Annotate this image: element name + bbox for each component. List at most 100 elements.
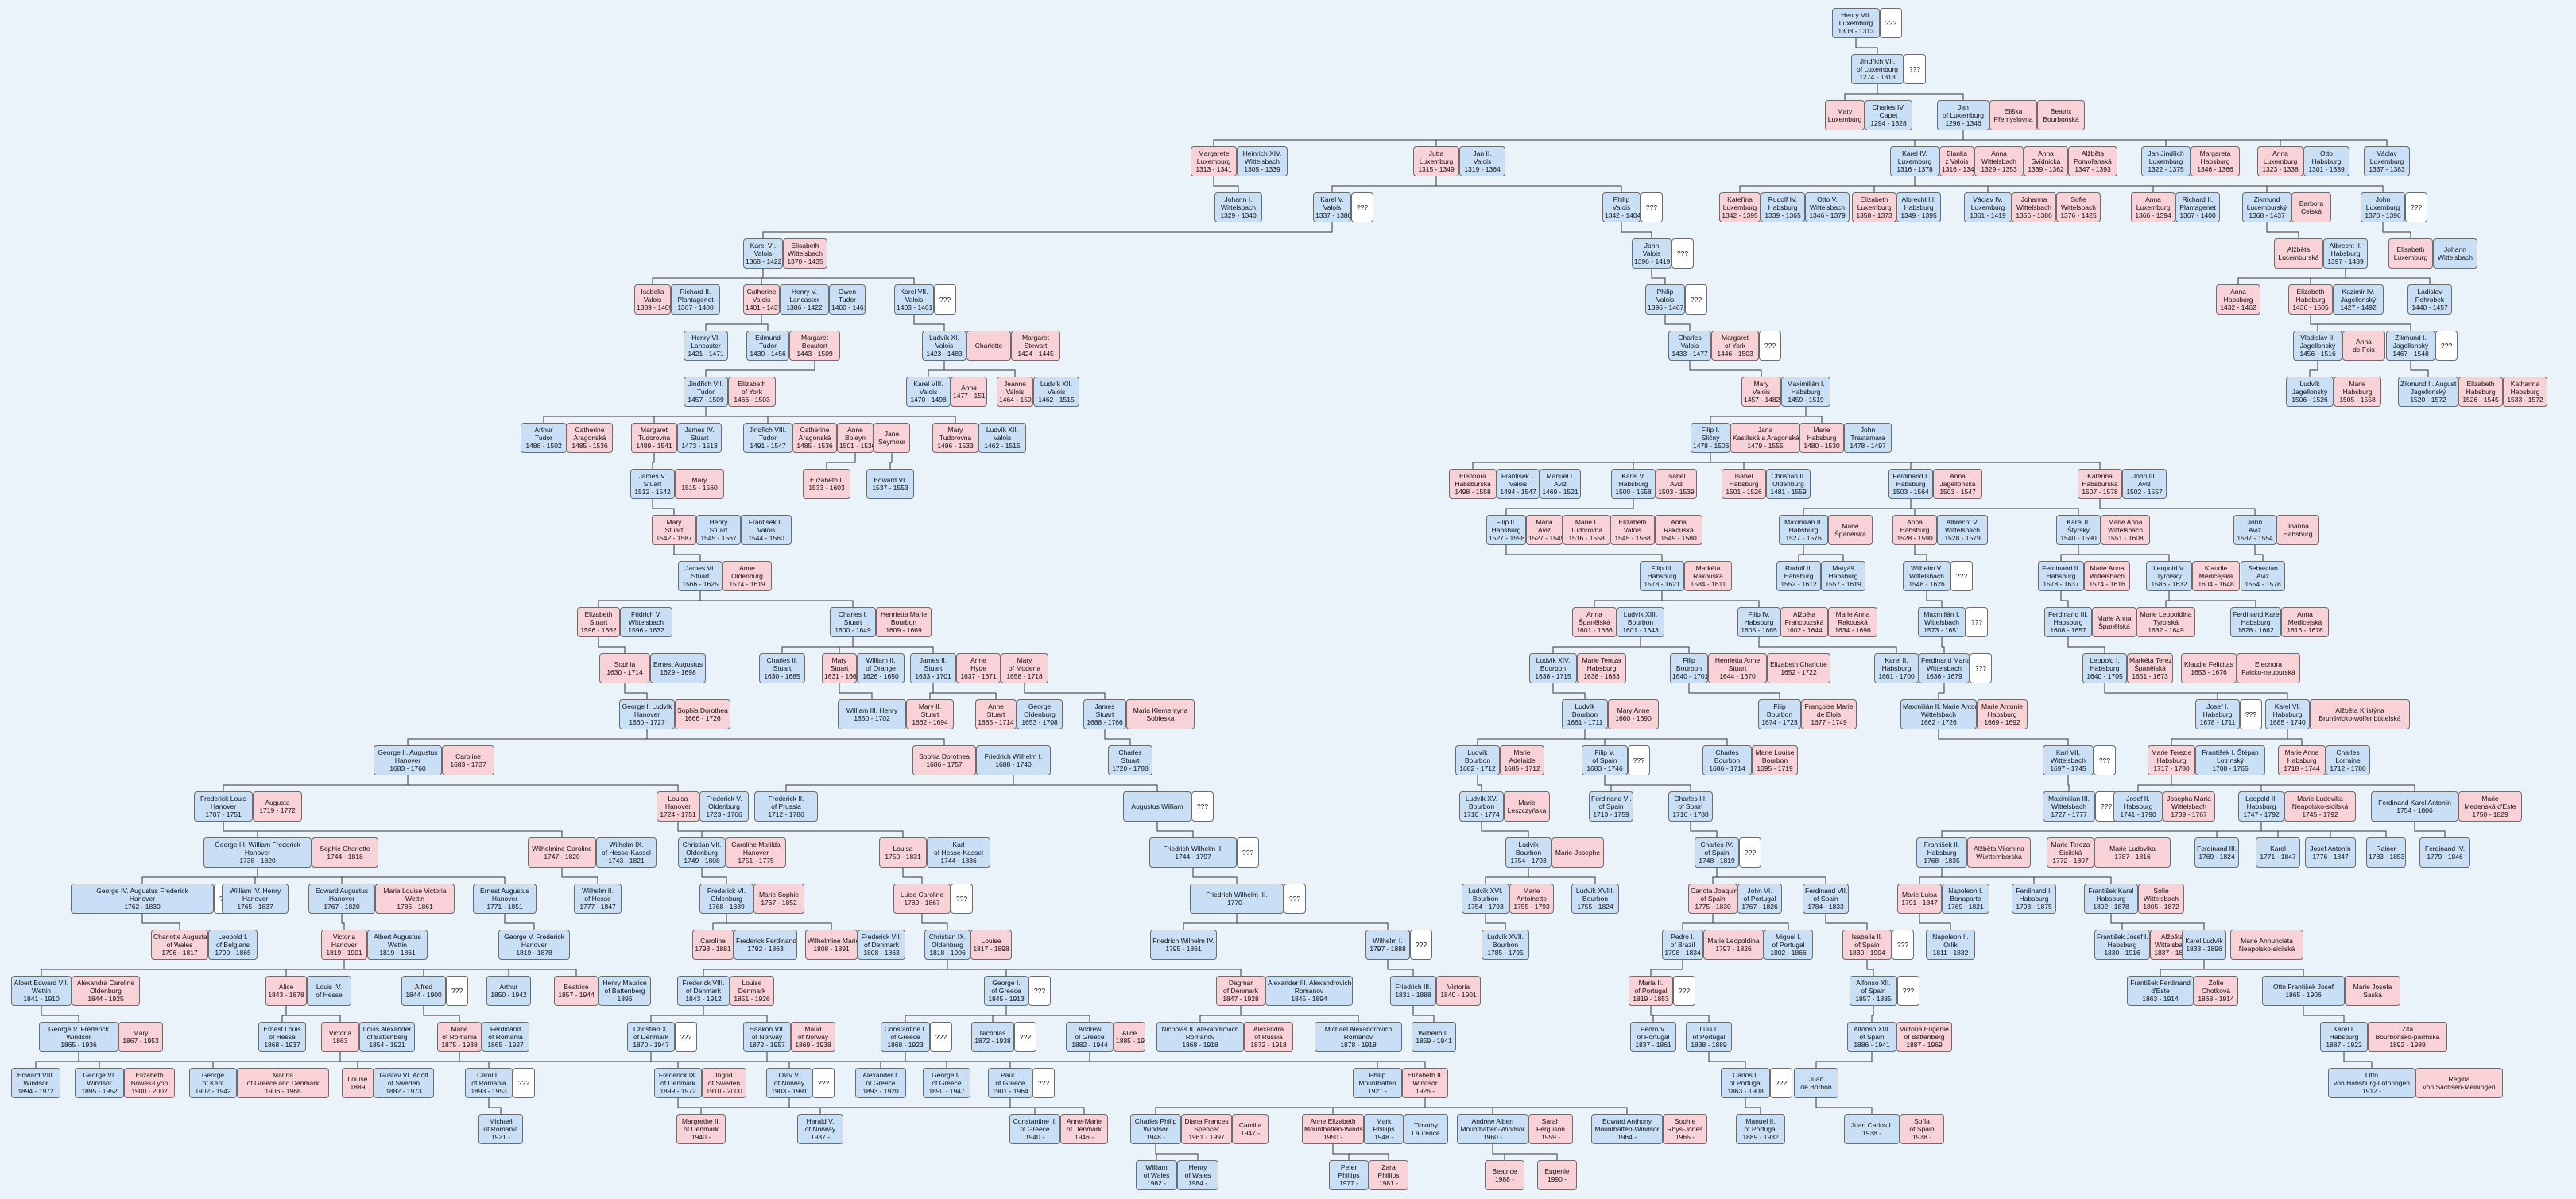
person-richard2b[interactable]: Richard II. Plantagenet 1367 - 1400 (671, 284, 720, 315)
person-klaudie[interactable]: Klaudie Medicejská 1604 - 1648 (2192, 561, 2240, 591)
person-vaclav-lux[interactable]: Václav Luxemburg 1337 - 1383 (2364, 146, 2410, 176)
person-louisa2[interactable]: Louisa 1750 - 1831 (879, 837, 927, 868)
person-marie-leopoldina[interactable]: Marie Leopoldina Tyrolská 1632 - 1649 (2136, 607, 2195, 637)
person-karel7-witt[interactable]: Karl VII. Wittelsbach 1697 - 1745 (2043, 745, 2094, 775)
person-sophie-charlotte[interactable]: Sophie Charlotte 1744 - 1818 (312, 837, 378, 868)
person-maria-aviz[interactable]: Maria Aviz 1527 - 1545 (1526, 515, 1563, 545)
person-karel4[interactable]: Karel IV. Luxemburg 1316 - 1378 (1890, 146, 1939, 176)
person-karel6[interactable]: Karel VI. Valois 1368 - 1422 (743, 238, 783, 269)
person-juan[interactable]: Juan de Borbón (1794, 1068, 1838, 1098)
person-beatrice[interactable]: Beatrice 1857 - 1944 (554, 976, 598, 1006)
person-u-maria2[interactable]: ??? (1673, 976, 1695, 1006)
person-u-josef1[interactable]: ??? (2240, 699, 2262, 729)
person-elizabeth-bowes[interactable]: Elizabeth Bowes-Lyon 1900 - 2002 (124, 1068, 175, 1098)
person-elisabeth-witt[interactable]: Elisabeth Wittelsbach 1370 - 1435 (783, 238, 827, 269)
person-mary-guise[interactable]: Mary 1515 - 1560 (675, 469, 724, 499)
person-nicholas2[interactable]: Nicholas II. Alexandrovich Romanov 1868 - … (1156, 1022, 1244, 1052)
person-friedrich5[interactable]: Fridrich V. Wittelsbach 1596 - 1632 (620, 607, 672, 637)
person-zita[interactable]: Zita Bourbonsko-parmská 1892 - 1989 (2368, 1022, 2447, 1052)
person-alexander-gr[interactable]: Alexander I. of Greece 1893 - 1920 (855, 1068, 906, 1098)
person-u-philip2[interactable]: ??? (1685, 284, 1707, 315)
person-ludvik14[interactable]: Ludvík XIV. Bourbon 1638 - 1715 (1529, 653, 1577, 683)
person-anna-hab[interactable]: Anna Habsburg 1432 - 1462 (2216, 284, 2260, 315)
person-frantisek1-stepan[interactable]: František I. Štěpán Lotrinský 1708 - 1765 (2195, 745, 2265, 775)
person-ladislav[interactable]: Ladislav Pohrobek 1440 - 1457 (2407, 284, 2452, 315)
person-frederick6[interactable]: Frederick VI. Oldenburg 1768 - 1839 (699, 884, 753, 914)
person-mary-stuart2[interactable]: Mary Stuart 1631 - 1660 (822, 653, 857, 683)
person-u-olav5[interactable]: ??? (812, 1068, 835, 1098)
person-sophia-dorothea2[interactable]: Sophia Dorothea 1686 - 1757 (912, 745, 976, 775)
person-george1[interactable]: George I. Ludvík Hanover 1660 - 1727 (619, 699, 675, 729)
person-ludvik13[interactable]: Ludvík XIII. Bourbon 1601 - 1643 (1617, 607, 1664, 637)
person-henry5[interactable]: Henry V. Lancaster 1386 - 1422 (780, 284, 829, 315)
person-karel8[interactable]: Karel VIII. Valois 1470 - 1498 (906, 377, 951, 407)
person-eleonora-falc[interactable]: Eleonora Falcko-neuburská (2237, 653, 2300, 683)
person-otto-hab2[interactable]: Otto von Habsburg-Lothringen 1912 - (2328, 1068, 2415, 1098)
person-beatrice2[interactable]: Beatrice 1988 - (1485, 1160, 1524, 1190)
person-manuel1[interactable]: Manuel I. Aviz 1469 - 1521 (1540, 469, 1581, 499)
person-henrietta-anne[interactable]: Henrietta Anne Stuart 1644 - 1670 (1708, 653, 1767, 683)
person-mary-modena[interactable]: Mary of Modena 1658 - 1718 (1001, 653, 1048, 683)
person-rudolf4[interactable]: Rudolf IV. Habsburg 1339 - 1365 (1761, 192, 1805, 222)
person-sofie[interactable]: Sofie Wittelsbach 1805 - 1872 (2138, 884, 2184, 914)
person-philip[interactable]: Philip Mountbatten 1921 - (1353, 1068, 1402, 1098)
person-maximilian3[interactable]: Maximilian III. Wittelsbach 1727 - 1777 (2043, 791, 2095, 822)
person-george2-gr[interactable]: George II. of Greece 1890 - 1947 (923, 1068, 970, 1098)
person-sophia-dorothea[interactable]: Sophia Dorothea 1666 - 1726 (675, 699, 730, 729)
person-margaret-tudor[interactable]: Margaret Tudorovna 1489 - 1541 (631, 423, 677, 453)
person-zikmund[interactable]: Zikmund Lucemburský 1368 - 1437 (2242, 192, 2291, 222)
person-anna-hab3[interactable]: Anna Habsburg 1528 - 1590 (1892, 515, 1937, 545)
person-victoria-eugenie[interactable]: Victoria Eugenie of Battenberg 1887 - 1969 (1896, 1022, 1952, 1052)
person-luise-caroline[interactable]: Luise Caroline 1789 - 1867 (893, 884, 951, 914)
person-heinrich14[interactable]: Heinrich XIV. Wittelsbach 1305 - 1339 (1237, 146, 1288, 176)
person-alzbeta-franc[interactable]: Alžběta Francouzská 1602 - 1644 (1780, 607, 1828, 637)
person-u-charles-valois[interactable]: ??? (1759, 331, 1781, 361)
person-dagmar[interactable]: Dagmar of Denmark 1847 - 1928 (1216, 976, 1265, 1006)
person-ferdinand-rom[interactable]: Ferdinand of Romania 1865 - 1927 (482, 1022, 529, 1052)
person-zara[interactable]: Zara Phillips 1981 - (1369, 1160, 1408, 1190)
person-george-kent[interactable]: George of Kent 1902 - 1942 (189, 1068, 237, 1098)
person-isabel-aviz[interactable]: Isabel Aviz 1503 - 1539 (1656, 469, 1697, 499)
person-leopold1-bel[interactable]: Leopold I. of Belgians 1790 - 1865 (208, 930, 258, 960)
person-caroline[interactable]: Caroline 1683 - 1737 (442, 745, 494, 775)
person-marg-lux[interactable]: Margarete Luxemburg 1313 - 1341 (1191, 146, 1237, 176)
person-mary2[interactable]: Mary II. Stuart 1662 - 1694 (906, 699, 954, 729)
person-alzbeta-lux[interactable]: Alžběta Lucemburská (2274, 238, 2323, 269)
person-ludvik15[interactable]: Ludvík XV. Bourbon 1710 - 1774 (1459, 791, 1504, 822)
person-ferdinand2[interactable]: Ferdinand II. Habsburg 1578 - 1637 (2038, 561, 2084, 591)
person-frederick2-pr[interactable]: Frederick II. of Prussia 1712 - 1786 (754, 791, 818, 822)
person-anne-stuart[interactable]: Anne Stuart 1665 - 1714 (975, 699, 1017, 729)
person-karel-ludvik2[interactable]: Karel Ludvík 1833 - 1896 (2182, 930, 2226, 960)
person-wilhelm2-hesse[interactable]: Wilhelm II. of Hesse 1777 - 1847 (574, 884, 622, 914)
person-otto-hab[interactable]: Otto Habsburg 1301 - 1339 (2303, 146, 2349, 176)
person-marie-sophie[interactable]: Marie Sophie 1767 - 1852 (753, 884, 804, 914)
person-leopold2[interactable]: Leopold II. Habsburg 1747 - 1792 (2238, 791, 2284, 822)
person-william2[interactable]: William II. of Orange 1626 - 1650 (857, 653, 905, 683)
person-marie-anna-hab[interactable]: Marie Anna Habsburg 1718 - 1744 (2278, 745, 2326, 775)
person-marie-span[interactable]: Marie Španělská (1828, 515, 1873, 545)
person-victoria[interactable]: Victoria Hanover 1819 - 1901 (321, 930, 367, 960)
person-juan-carlos[interactable]: Juan Carlos I. 1938 - (1844, 1114, 1900, 1144)
person-ludvik-jag[interactable]: Ludvík Jagellonský 1506 - 1526 (2286, 377, 2334, 407)
person-alzbeta-vilemina[interactable]: Alžběta Vilemína Württemberská (1967, 837, 2031, 868)
person-michael-rom[interactable]: Michael Alexandrovich Romanov 1878 - 1918 (1315, 1022, 1402, 1052)
person-marie-antoinette[interactable]: Marie Antoinette 1755 - 1793 (1509, 884, 1554, 914)
person-louise-swe[interactable]: Louise Denmark 1851 - 1926 (730, 976, 774, 1006)
person-ernst-august[interactable]: Ernest Augustus 1629 - 1698 (650, 653, 706, 683)
person-catherine-arag[interactable]: Catherine Aragonská 1485 - 1536 (567, 423, 613, 453)
person-frederick8[interactable]: Frederick VIII. of Denmark 1843 - 1912 (677, 976, 730, 1006)
person-ludvik12b[interactable]: Ludvík XII. Valois 1462 - 1515 (978, 423, 1026, 453)
person-wilhelm5[interactable]: Wilhelm V. Wittelsbach 1548 - 1626 (1903, 561, 1950, 591)
person-mary-tudor[interactable]: Mary Tudorovna 1496 - 1533 (932, 423, 978, 453)
person-augustus-william[interactable]: Augustus William (1123, 791, 1191, 822)
person-u-zikmund1[interactable]: ??? (2435, 331, 2458, 361)
person-elizabeth-lux[interactable]: Elizabeth Luxemburg 1358 - 1373 (1852, 192, 1896, 222)
person-george-old[interactable]: George Oldenburg 1653 - 1708 (1017, 699, 1063, 729)
person-filip-bourbon[interactable]: Filip Bourbon 1674 - 1723 (1758, 699, 1801, 729)
person-wilhelmine-caroline[interactable]: Wilhelmine Caroline 1747 - 1820 (528, 837, 596, 868)
person-elizabeth-york[interactable]: Elizabeth of York 1466 - 1503 (728, 377, 776, 407)
person-charles1[interactable]: Charles I. Stuart 1600 - 1649 (830, 607, 876, 637)
person-otto5[interactable]: Otto V. Wittelsbach 1346 - 1379 (1805, 192, 1850, 222)
person-friedrich3[interactable]: Friedrich III. 1831 - 1888 (1390, 976, 1436, 1006)
